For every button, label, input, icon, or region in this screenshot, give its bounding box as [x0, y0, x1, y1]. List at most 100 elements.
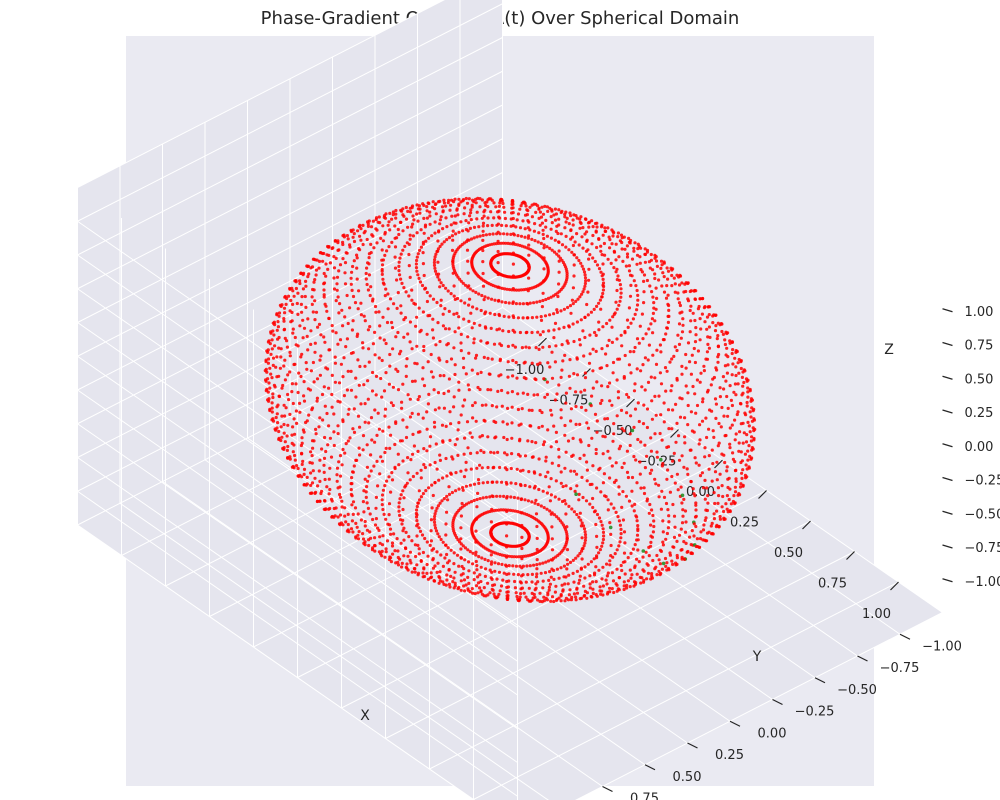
sphere-point [534, 575, 539, 579]
sphere-point [575, 472, 579, 476]
sphere-point [351, 235, 355, 239]
sphere-point [571, 218, 575, 222]
sphere-point [490, 507, 494, 511]
sphere-point [463, 283, 468, 287]
sphere-point [702, 523, 706, 527]
sphere-point [345, 337, 349, 341]
sphere-point [481, 481, 485, 485]
sphere-point [591, 505, 595, 510]
sphere-point [275, 312, 279, 316]
sphere-point [646, 380, 651, 384]
sphere-point [323, 404, 327, 408]
sphere-point [269, 352, 273, 356]
sphere-point [444, 456, 448, 461]
sphere-point [561, 588, 565, 592]
sphere-point [548, 509, 552, 513]
sphere-point [351, 530, 355, 534]
trajectory-point [661, 561, 666, 566]
sphere-point [490, 198, 494, 202]
sphere-point [369, 242, 373, 246]
sphere-point [433, 202, 437, 207]
sphere-point [530, 361, 534, 365]
sphere-point [357, 446, 361, 450]
sphere-point [505, 437, 509, 442]
sphere-point [332, 515, 336, 519]
sphere-point [595, 534, 599, 539]
sphere-point [348, 436, 352, 440]
sphere-point [563, 433, 567, 437]
sphere-point [633, 241, 637, 245]
sphere-point [591, 587, 595, 591]
sphere-point [704, 508, 708, 512]
sphere-point [557, 455, 561, 459]
z-tick [942, 308, 953, 313]
sphere-point [471, 551, 475, 555]
sphere-point [513, 330, 517, 334]
sphere-point [384, 550, 388, 554]
sphere-point [643, 466, 648, 470]
sphere-point [431, 375, 435, 379]
sphere-point [614, 300, 618, 304]
sphere-point [369, 285, 373, 289]
sphere-point [615, 414, 619, 418]
sphere-point [553, 321, 558, 325]
sphere-point [536, 362, 540, 366]
sphere-point [395, 537, 399, 541]
sphere-point [444, 583, 448, 587]
sphere-point [467, 581, 471, 586]
sphere-point [662, 420, 666, 424]
sphere-point [479, 339, 483, 343]
sphere-point [612, 432, 616, 436]
sphere-point [744, 377, 749, 381]
sphere-point [464, 502, 469, 506]
sphere-point [607, 235, 611, 239]
sphere-point [288, 350, 292, 354]
sphere-point [673, 345, 677, 349]
sphere-point [384, 341, 388, 346]
sphere-point [565, 548, 570, 552]
sphere-point [518, 597, 522, 602]
sphere-point [411, 474, 415, 479]
sphere-point [550, 221, 554, 225]
sphere-point [591, 256, 595, 260]
sphere-point [483, 295, 487, 299]
sphere-point [545, 380, 550, 384]
sphere-point [741, 421, 745, 425]
sphere-point [627, 499, 632, 503]
sphere-point [408, 415, 412, 419]
sphere-point [703, 305, 707, 309]
sphere-point [728, 446, 732, 450]
sphere-point [288, 354, 292, 358]
z-tick [942, 510, 953, 515]
sphere-point [459, 349, 463, 353]
sphere-point [726, 363, 730, 367]
sphere-point [379, 376, 383, 381]
sphere-point [436, 504, 440, 508]
sphere-point [540, 205, 544, 209]
sphere-point [408, 340, 412, 344]
sphere-point [323, 499, 327, 503]
sphere-point [528, 564, 532, 568]
sphere-point [625, 586, 629, 590]
y-tick [772, 698, 783, 706]
sphere-point [559, 599, 563, 603]
sphere-point [327, 507, 331, 511]
sphere-point [523, 454, 528, 458]
sphere-point [434, 509, 438, 513]
sphere-point [507, 564, 511, 568]
sphere-point [445, 474, 449, 478]
sphere-point [653, 477, 657, 481]
sphere-point [352, 259, 356, 263]
sphere-point [720, 329, 724, 334]
sphere-point [475, 497, 479, 502]
sphere-point [680, 521, 685, 525]
sphere-point [313, 318, 317, 322]
sphere-point [509, 224, 513, 228]
sphere-point [528, 301, 532, 305]
sphere-point [574, 556, 578, 560]
sphere-point [289, 298, 293, 303]
sphere-point [390, 320, 394, 325]
sphere-point [416, 207, 420, 211]
sphere-point [274, 415, 278, 420]
sphere-point [452, 562, 456, 566]
